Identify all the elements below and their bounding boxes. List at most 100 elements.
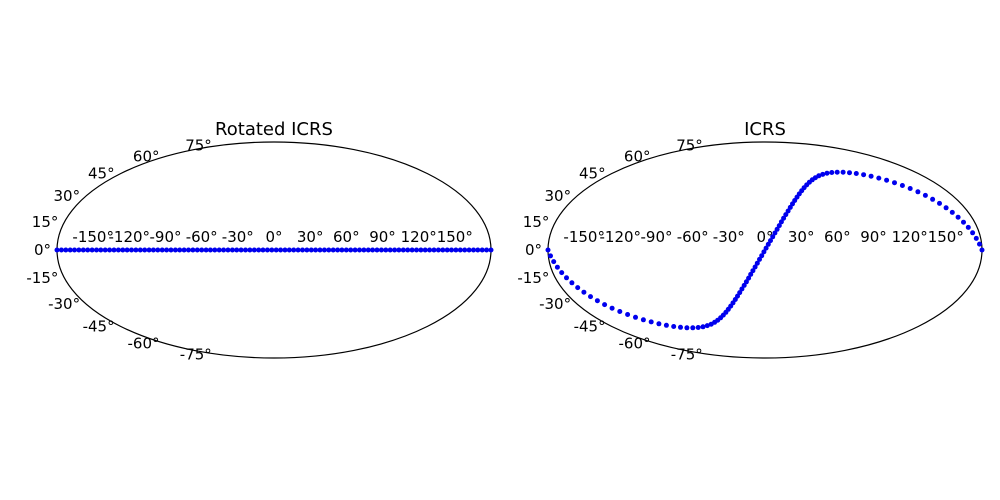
data-point [282, 247, 288, 253]
data-point [414, 247, 419, 253]
data-point [575, 285, 581, 291]
data-point [700, 324, 706, 330]
y-tick-label: -60° [128, 335, 160, 353]
data-point [915, 189, 921, 195]
data-point [602, 302, 608, 308]
data-point [326, 247, 332, 253]
data-point [695, 325, 701, 330]
data-point [300, 247, 305, 253]
data-point [781, 215, 787, 221]
data-point [752, 264, 758, 270]
data-point [365, 247, 371, 253]
data-point [168, 247, 174, 253]
y-tick-label: 15° [523, 213, 550, 231]
data-point [949, 209, 955, 215]
data-point [199, 247, 205, 253]
data-point [164, 247, 170, 253]
data-point [339, 247, 345, 253]
data-point [930, 196, 936, 202]
data-point [124, 247, 130, 253]
x-tick-label: 150° [928, 228, 964, 246]
data-point [129, 247, 134, 253]
data-point [383, 247, 389, 253]
data-point [449, 247, 454, 253]
data-point [484, 247, 490, 253]
data-point [269, 247, 275, 253]
x-tick-label: -120° [600, 228, 642, 246]
x-tick-label: 60° [333, 228, 360, 246]
data-point [89, 247, 95, 253]
chart-title: ICRS [744, 119, 786, 140]
data-point [757, 256, 762, 262]
data-point [260, 247, 266, 253]
data-point [80, 247, 86, 253]
y-tick-labels: -75° -60° -45°-30° -15° 0° 15° 30° 45° 60° 75° [517, 137, 702, 364]
data-point [115, 247, 121, 253]
x-tick-label: 90° [369, 228, 396, 246]
data-point [750, 268, 756, 274]
data-point [317, 247, 323, 253]
data-point [387, 247, 393, 253]
data-point [741, 282, 747, 288]
data-point [251, 247, 257, 253]
data-point [155, 247, 161, 253]
chart-icrs: ICRS -150°-120° -90° -60° -30° 0° 30° 60° 90° 12… [517, 119, 985, 364]
data-point [335, 247, 341, 253]
data-point [840, 169, 846, 175]
data-point [111, 247, 117, 253]
data-point [348, 247, 354, 253]
x-tick-label: -60° [186, 228, 218, 246]
data-point [853, 171, 859, 176]
data-point [743, 279, 749, 285]
y-tick-label: -75° [180, 345, 212, 363]
data-point [548, 253, 553, 259]
data-point [554, 264, 560, 270]
data-point [343, 247, 349, 253]
y-tick-labels: -75° -60° -45°-30° -15° 0° 15° 30° 45° 60° 75° [26, 137, 211, 364]
data-point [308, 247, 314, 253]
data-point [663, 322, 669, 328]
x-tick-label: 0° [265, 228, 282, 246]
data-point [690, 325, 696, 331]
data-point [177, 247, 183, 253]
data-point [159, 247, 165, 253]
data-point [225, 247, 231, 253]
data-point [352, 247, 358, 253]
x-tick-label: 90° [860, 228, 887, 246]
data-point [396, 247, 402, 253]
y-tick-label: -30° [539, 295, 571, 313]
x-tick-label: 150° [437, 228, 473, 246]
data-point [330, 247, 336, 253]
data-point [453, 247, 459, 253]
data-point [207, 247, 213, 253]
data-point [405, 247, 411, 253]
data-point [172, 247, 178, 253]
data-point [943, 205, 949, 211]
data-point [746, 275, 752, 281]
data-point [234, 247, 240, 253]
data-point [462, 247, 468, 253]
data-point [278, 247, 284, 253]
y-tick-label: -45° [574, 317, 606, 335]
x-tick-label: -150° [563, 228, 605, 246]
data-point [67, 247, 73, 253]
data-point [76, 247, 82, 253]
data-point [203, 247, 209, 253]
data-point [273, 247, 279, 253]
data-point [120, 247, 126, 253]
y-tick-label: -15° [517, 269, 549, 287]
data-point [545, 247, 551, 253]
data-point [594, 298, 600, 304]
data-point [304, 247, 310, 253]
data-point [684, 325, 690, 331]
data-point [243, 247, 248, 253]
data-point [861, 172, 867, 178]
y-tick-label: 15° [32, 213, 59, 231]
y-tick-label: 0° [34, 241, 51, 259]
chart-rotated-icrs: Rotated ICRS -150°-120° -90° -60° -30° 0° 30°… [26, 119, 494, 364]
data-point [970, 230, 976, 236]
data-point [313, 247, 319, 253]
data-point [617, 309, 623, 314]
data-point [440, 247, 446, 253]
data-point [648, 319, 654, 325]
